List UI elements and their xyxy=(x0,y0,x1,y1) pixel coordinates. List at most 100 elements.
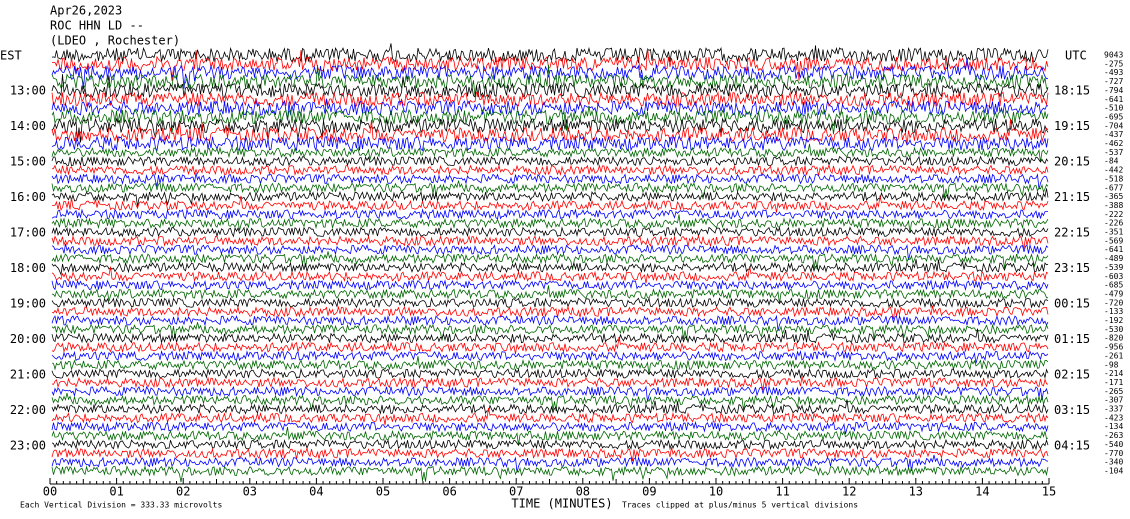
right-hour-label: 19:15 xyxy=(1054,119,1090,133)
x-tick-label: 13 xyxy=(909,485,923,499)
trace-offset: -442 xyxy=(1104,166,1123,175)
right-hour-label: 18:15 xyxy=(1054,84,1090,98)
trace xyxy=(51,135,1049,152)
trace-offset: -530 xyxy=(1104,325,1123,334)
trace-offset: -263 xyxy=(1104,431,1123,440)
trace xyxy=(51,385,1049,402)
trace-offset: -226 xyxy=(1104,219,1123,228)
trace-offset: -388 xyxy=(1104,201,1123,210)
trace xyxy=(51,48,1049,81)
trace-offset: -641 xyxy=(1104,95,1123,104)
trace xyxy=(51,43,1049,69)
x-tick-label: 00 xyxy=(43,485,57,499)
trace-offset: -479 xyxy=(1104,289,1123,298)
x-tick-label: 14 xyxy=(975,485,989,499)
trace-offset: -956 xyxy=(1104,343,1123,352)
trace-offset: -214 xyxy=(1104,369,1123,378)
trace-offset: -695 xyxy=(1104,112,1123,121)
trace xyxy=(51,438,1049,451)
trace xyxy=(51,454,1049,473)
trace xyxy=(51,243,1049,261)
trace xyxy=(51,426,1049,446)
left-hour-label: 23:00 xyxy=(10,439,46,453)
trace xyxy=(51,163,1049,176)
trace xyxy=(51,234,1049,249)
trace xyxy=(51,328,1049,344)
header-line: ROC HHN LD -- xyxy=(50,19,144,33)
trace-offset: -518 xyxy=(1104,174,1123,183)
trace xyxy=(52,195,1049,213)
trace-offset: -641 xyxy=(1104,245,1123,254)
x-tick-label: 15 xyxy=(1042,485,1056,499)
trace xyxy=(51,376,1049,391)
trace-offset: -307 xyxy=(1104,396,1123,405)
right-hour-label: 01:15 xyxy=(1054,332,1090,346)
trace-offset: -603 xyxy=(1104,272,1123,281)
trace-offset: -222 xyxy=(1104,210,1123,219)
trace-offset: -720 xyxy=(1104,298,1123,307)
right-hour-label: 22:15 xyxy=(1054,226,1090,240)
trace xyxy=(51,349,1049,364)
left-hour-label: 17:00 xyxy=(10,226,46,240)
trace-offset: -540 xyxy=(1104,440,1123,449)
trace xyxy=(51,58,1049,90)
right-hour-label: 20:15 xyxy=(1054,155,1090,169)
x-tick-label: 07 xyxy=(509,485,523,499)
trace-offset: -98 xyxy=(1104,360,1119,369)
trace xyxy=(51,465,1049,483)
trace-offset: -104 xyxy=(1104,467,1123,476)
trace-offset: -351 xyxy=(1104,228,1123,237)
footer-scale: Each Vertical Division = 333.33 microvol… xyxy=(20,501,222,510)
x-tick-label: 02 xyxy=(176,485,190,499)
right-hour-label: 23:15 xyxy=(1054,261,1090,275)
right-hour-label: 02:15 xyxy=(1054,368,1090,382)
trace xyxy=(51,188,1049,207)
trace-offset: -794 xyxy=(1104,86,1123,95)
trace-offset: 9043 xyxy=(1104,51,1123,60)
trace-offset: -727 xyxy=(1104,77,1123,86)
trace xyxy=(51,74,1049,99)
trace-offset: -462 xyxy=(1104,139,1123,148)
trace-offset: -685 xyxy=(1104,281,1123,290)
trace-offset: -569 xyxy=(1104,236,1123,245)
trace xyxy=(51,337,1049,355)
left-hour-label: 15:00 xyxy=(10,155,46,169)
trace xyxy=(51,251,1049,270)
x-tick-label: 04 xyxy=(309,485,323,499)
trace-offset: -275 xyxy=(1104,59,1123,68)
trace-offset: -340 xyxy=(1104,458,1123,467)
trace xyxy=(51,266,1049,284)
x-tick-label: 10 xyxy=(709,485,723,499)
trace xyxy=(51,407,1049,425)
trace-offset: -261 xyxy=(1104,351,1123,360)
trace xyxy=(51,259,1049,277)
trace xyxy=(51,399,1049,416)
trace-offset: -437 xyxy=(1104,130,1123,139)
trace-offset: -171 xyxy=(1104,378,1123,387)
trace xyxy=(51,172,1049,190)
trace xyxy=(51,90,1049,109)
header-line: Apr26,2023 xyxy=(50,4,122,18)
trace-offset: -677 xyxy=(1104,183,1123,192)
trace xyxy=(51,285,1049,304)
footer-clip: Traces clipped at plus/minus 5 vertical … xyxy=(622,501,858,510)
trace-offset: -133 xyxy=(1104,307,1123,316)
trace-offset: -365 xyxy=(1104,192,1123,201)
trace-offset: -539 xyxy=(1104,263,1123,272)
left-hour-label: 13:00 xyxy=(10,84,46,98)
trace xyxy=(51,155,1049,168)
right-hour-label: 21:15 xyxy=(1054,190,1090,204)
trace-offset: -265 xyxy=(1104,387,1123,396)
trace xyxy=(51,98,1049,121)
trace xyxy=(51,356,1049,375)
trace xyxy=(51,105,1049,135)
trace-offset: -820 xyxy=(1104,334,1123,343)
header-line: (LDEO , Rochester) xyxy=(50,34,180,48)
x-tick-label: 12 xyxy=(842,485,856,499)
right-hour-label: 04:15 xyxy=(1054,439,1090,453)
x-tick-label: 03 xyxy=(243,485,257,499)
trace-offset: -337 xyxy=(1104,405,1123,414)
trace xyxy=(51,180,1049,199)
x-tick-label: 09 xyxy=(642,485,656,499)
traces xyxy=(51,43,1049,483)
